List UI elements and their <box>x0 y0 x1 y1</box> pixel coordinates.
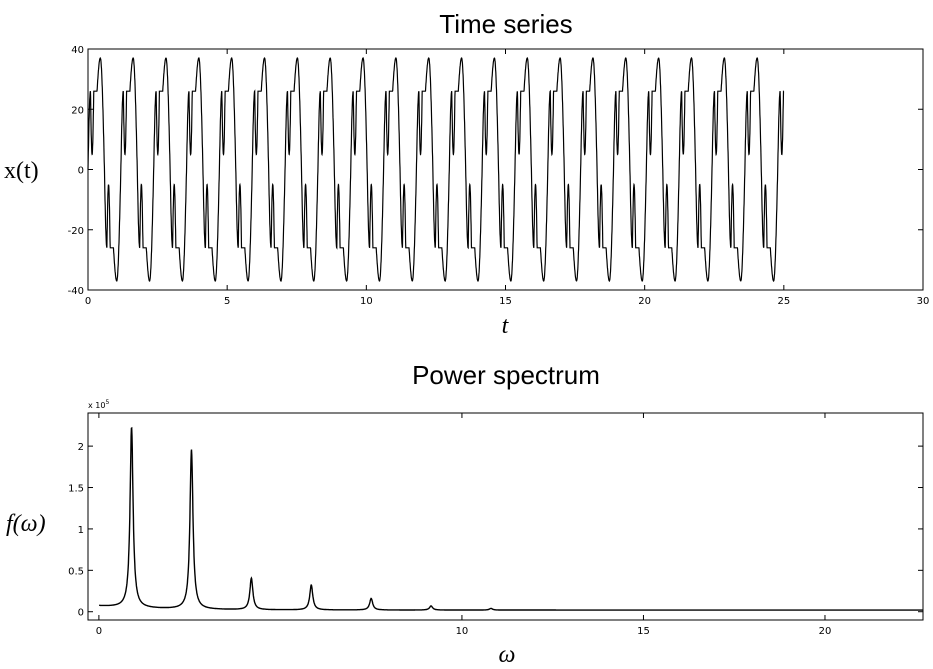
time-series-title: Time series <box>439 9 572 39</box>
x-tick-label: 10 <box>360 296 373 307</box>
y-tick-label: 2 <box>78 442 84 453</box>
y-tick-label: 1.5 <box>68 484 84 495</box>
x-tick-label: 0 <box>96 626 102 637</box>
y-tick-label: -20 <box>68 226 84 237</box>
y-tick-label: 40 <box>71 45 84 56</box>
x-tick-label: 20 <box>638 296 651 307</box>
x-tick-label: 0 <box>85 296 91 307</box>
multiplier-exponent: 5 <box>105 399 109 406</box>
y-tick-label: 0.5 <box>68 566 84 577</box>
time-series-chart: Time series 0 5 10 15 20 25 30 -40 -20 0 20 40 x(t… <box>4 9 929 339</box>
power-spectrum-y-label: f(ω) <box>6 511 46 537</box>
power-spectrum-x-label: ω <box>499 642 516 668</box>
time-series-x-ticks: 0 5 10 15 20 25 30 <box>85 49 930 307</box>
y-tick-label: 0 <box>78 166 84 177</box>
power-spectrum-line <box>99 426 923 611</box>
power-spectrum-y-ticks: 0 0.5 1 1.5 2 <box>68 442 923 619</box>
multiplier-base: x 10 <box>88 401 105 410</box>
y-tick-label: -40 <box>68 286 84 297</box>
time-series-line <box>87 56 785 283</box>
power-spectrum-multiplier: x 105 <box>88 399 109 410</box>
y-tick-label: 1 <box>78 525 84 536</box>
x-tick-label: 20 <box>819 626 832 637</box>
x-tick-label: 15 <box>499 296 512 307</box>
power-spectrum-chart: Power spectrum x 105 0 10 15 20 0 0.5 1 1.5 2 f… <box>6 360 924 668</box>
power-spectrum-x-ticks: 0 10 15 20 <box>96 413 832 637</box>
y-tick-label: 0 <box>78 608 84 619</box>
time-series-y-ticks: -40 -20 0 20 40 <box>68 45 923 297</box>
x-tick-label: 30 <box>917 296 930 307</box>
x-tick-label: 15 <box>637 626 650 637</box>
time-series-x-label: t <box>502 313 510 339</box>
power-spectrum-plot-frame <box>87 412 924 621</box>
x-tick-label: 25 <box>777 296 790 307</box>
y-tick-label: 20 <box>71 105 84 116</box>
power-spectrum-title: Power spectrum <box>412 360 600 390</box>
time-series-plot-frame <box>87 48 924 291</box>
time-series-y-label: x(t) <box>4 158 39 184</box>
x-tick-label: 10 <box>456 626 469 637</box>
x-tick-label: 5 <box>224 296 230 307</box>
